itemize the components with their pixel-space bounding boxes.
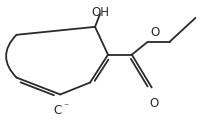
Text: OH: OH [91,6,109,19]
Text: O: O [149,97,158,110]
Text: ⁻: ⁻ [64,102,69,112]
Text: C: C [53,104,61,117]
Text: O: O [151,26,160,39]
